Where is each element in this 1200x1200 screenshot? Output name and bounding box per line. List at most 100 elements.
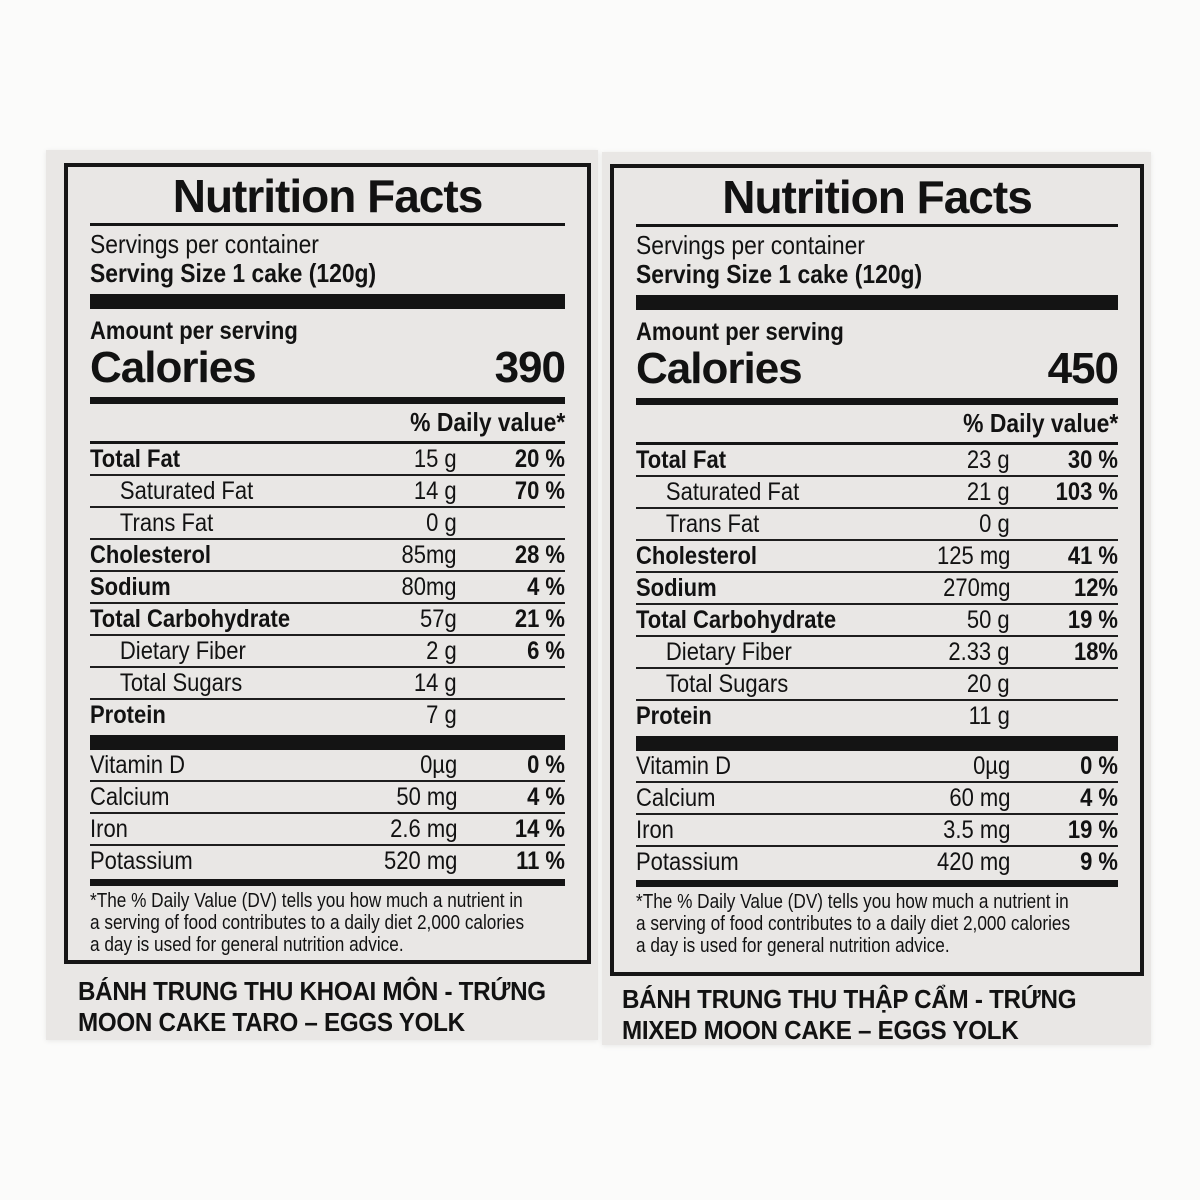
nutrient-amount: 85mg xyxy=(401,540,457,569)
product-name-vietnamese: BÁNH TRUNG THU THẬP CẨM - TRỨNG xyxy=(622,984,1077,1014)
nutrient-row: Protein 11 g xyxy=(636,699,1118,731)
nutrient-amount: 20 g xyxy=(967,669,1010,698)
nutrient-dv: 0 % xyxy=(1080,751,1118,780)
serving-size: Serving Size 1 cake (120g) xyxy=(90,258,377,288)
nutrient-dv: 19 % xyxy=(1067,815,1118,844)
micronutrient-rows: Vitamin D 0µg 0 % Calcium 60 mg 4 % Iron 3.5 … xyxy=(636,751,1118,877)
footnote-line: *The % Daily Value (DV) tells you how mu… xyxy=(90,890,523,912)
nutrient-row: Total Sugars 14 g xyxy=(90,666,565,698)
nutrient-dv: 4 % xyxy=(527,782,565,811)
nutrient-row: Trans Fat 0 g xyxy=(90,506,565,538)
nutrient-amount: 3.5 mg xyxy=(942,815,1010,844)
calories-label: Calories xyxy=(636,344,803,393)
thick-divider-bar xyxy=(90,735,565,750)
nutrient-amount: 0 g xyxy=(426,508,457,537)
nutrition-facts-box: Nutrition Facts Servings per container S… xyxy=(610,164,1144,976)
nutrient-name: Sodium xyxy=(636,573,717,602)
nutrient-name: Total Fat xyxy=(90,444,181,473)
nutrition-facts-title: Nutrition Facts xyxy=(722,171,1033,223)
nutrient-name: Trans Fat xyxy=(119,508,214,537)
nutrient-name: Calcium xyxy=(90,782,170,811)
nutrient-amount: 520 mg xyxy=(383,846,457,875)
nutrient-amount: 2.6 mg xyxy=(389,814,457,843)
nutrient-name: Vitamin D xyxy=(90,750,185,779)
nutrient-name: Cholesterol xyxy=(636,541,758,570)
product-name-english: MOON CAKE TARO – EGGS YOLK xyxy=(78,1007,465,1037)
nutrient-row: Vitamin D 0µg 0 % xyxy=(90,750,565,780)
nutrient-row: Total Fat 23 g 30 % xyxy=(636,445,1118,475)
nutrition-label-mixed: Nutrition Facts Servings per container S… xyxy=(602,152,1151,1045)
medium-divider-bar xyxy=(90,397,565,404)
title-divider xyxy=(636,224,1118,227)
nutrient-name: Potassium xyxy=(636,847,739,876)
calories-row: Calories 390 xyxy=(90,345,566,391)
daily-value-header: % Daily value* xyxy=(90,404,565,444)
product-name: BÁNH TRUNG THU KHOAI MÔN - TRỨNG MOON CA… xyxy=(78,976,546,1038)
nutrient-amount: 2.33 g xyxy=(948,637,1010,666)
nutrient-amount: 23 g xyxy=(967,445,1010,474)
product-name: BÁNH TRUNG THU THẬP CẨM - TRỨNG MIXED MO… xyxy=(622,984,1077,1046)
nutrient-amount: 0 g xyxy=(979,509,1010,538)
nutrient-name: Protein xyxy=(636,701,712,730)
nutrient-name: Calcium xyxy=(636,783,716,812)
nutrient-name: Vitamin D xyxy=(636,751,731,780)
nutrient-dv: 12% xyxy=(1073,573,1118,602)
nutrient-amount: 270mg xyxy=(942,573,1010,602)
medium-divider-bar xyxy=(90,879,565,886)
title-divider xyxy=(90,223,565,226)
nutrient-amount: 7 g xyxy=(426,700,457,729)
daily-value-footnote: *The % Daily Value (DV) tells you how mu… xyxy=(90,890,565,956)
daily-value-header-text: % Daily value* xyxy=(409,407,565,437)
nutrient-amount: 60 mg xyxy=(948,783,1010,812)
nutrient-amount: 11 g xyxy=(968,701,1010,730)
nutrient-dv: 11 % xyxy=(516,846,565,875)
nutrient-dv: 21 % xyxy=(514,604,565,633)
servings-per-container: Servings per container xyxy=(636,230,865,260)
nutrient-row: Protein 7 g xyxy=(90,698,565,730)
footnote-line: a day is used for general nutrition advi… xyxy=(636,935,950,957)
nutrient-name: Dietary Fiber xyxy=(119,636,246,665)
amount-per-serving: Amount per serving xyxy=(636,318,844,346)
nutrient-name: Total Fat xyxy=(636,445,727,474)
amount-per-serving: Amount per serving xyxy=(90,317,298,345)
nutrient-amount: 15 g xyxy=(414,444,457,473)
nutrition-facts-box: Nutrition Facts Servings per container S… xyxy=(64,163,591,964)
nutrient-dv: 4 % xyxy=(1080,783,1118,812)
nutrient-amount: 14 g xyxy=(414,476,457,505)
nutrient-rows: Total Fat 15 g 20 % Saturated Fat 14 g 70 % … xyxy=(90,444,565,730)
nutrient-row: Trans Fat 0 g xyxy=(636,507,1118,539)
nutrient-dv: 0 % xyxy=(527,750,565,779)
daily-value-header-text: % Daily value* xyxy=(962,408,1118,438)
footnote-line: a serving of food contributes to a daily… xyxy=(90,912,525,934)
servings-per-container: Servings per container xyxy=(90,229,319,259)
nutrient-row: Saturated Fat 14 g 70 % xyxy=(90,474,565,506)
nutrient-amount: 57g xyxy=(420,604,457,633)
nutrient-name: Iron xyxy=(636,815,674,844)
nutrient-dv: 30 % xyxy=(1067,445,1118,474)
nutrient-row: Sodium 270mg 12% xyxy=(636,571,1118,603)
daily-value-footnote: *The % Daily Value (DV) tells you how mu… xyxy=(636,891,1118,957)
nutrient-dv: 18% xyxy=(1073,637,1118,666)
footnote-line: a day is used for general nutrition advi… xyxy=(90,934,404,956)
medium-divider-bar xyxy=(636,398,1118,405)
nutrient-name: Sodium xyxy=(90,572,171,601)
nutrient-name: Iron xyxy=(90,814,128,843)
nutrient-amount: 125 mg xyxy=(936,541,1010,570)
nutrient-row: Calcium 60 mg 4 % xyxy=(636,781,1118,813)
medium-divider-bar xyxy=(636,880,1118,887)
nutrient-amount: 2 g xyxy=(426,636,457,665)
nutrient-dv: 20 % xyxy=(514,444,565,473)
nutrient-row: Iron 3.5 mg 19 % xyxy=(636,813,1118,845)
nutrient-name: Potassium xyxy=(90,846,193,875)
nutrient-row: Total Sugars 20 g xyxy=(636,667,1118,699)
nutrient-row: Total Carbohydrate 57g 21 % xyxy=(90,602,565,634)
nutrient-name: Saturated Fat xyxy=(665,477,800,506)
nutrient-dv: 4 % xyxy=(527,572,565,601)
nutrient-amount: 420 mg xyxy=(936,847,1010,876)
nutrient-dv: 6 % xyxy=(527,636,565,665)
nutrient-amount: 80mg xyxy=(401,572,457,601)
nutrient-dv: 9 % xyxy=(1080,847,1118,876)
daily-value-header: % Daily value* xyxy=(636,405,1118,445)
nutrient-amount: 14 g xyxy=(414,668,457,697)
